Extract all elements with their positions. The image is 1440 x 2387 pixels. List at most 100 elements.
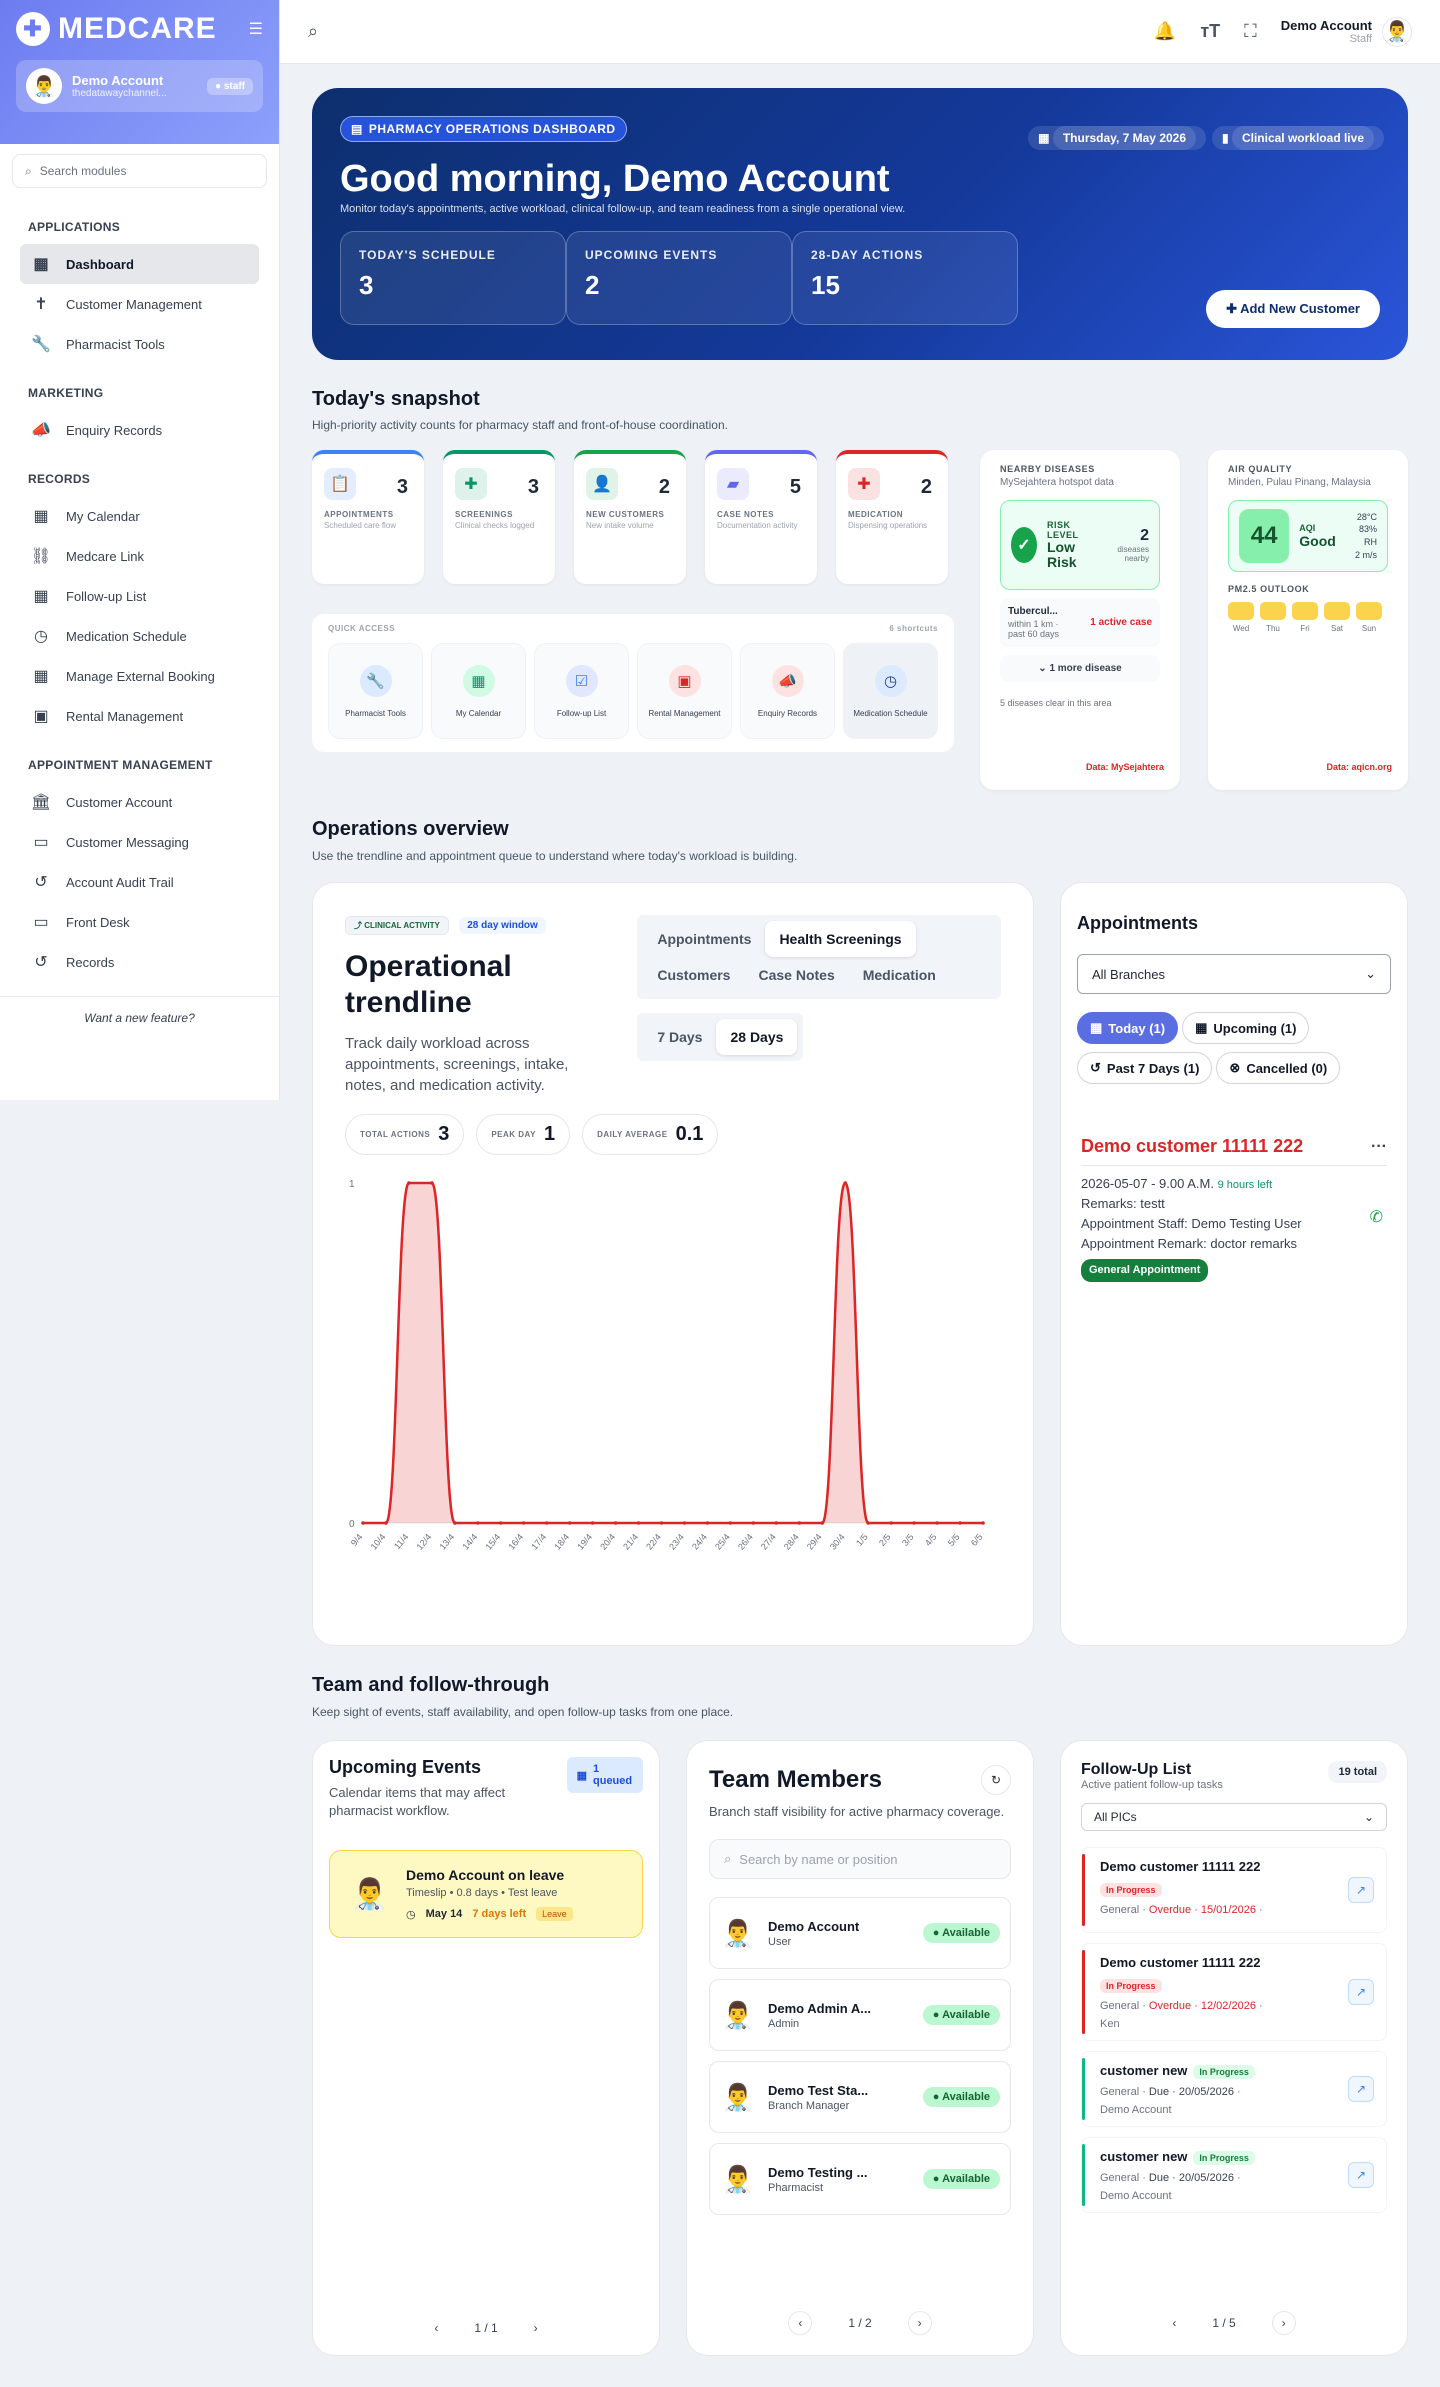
stat-label: DAILY AVERAGE <box>597 1130 668 1139</box>
open-arrow-icon[interactable]: ↗ <box>1348 1979 1374 2005</box>
sidebar-item-label: Dashboard <box>66 256 134 272</box>
followup-item[interactable]: customer new In Progress General · Due · 2… <box>1081 2137 1387 2213</box>
feature-request-link[interactable]: Want a new feature? <box>0 996 279 1039</box>
snapshot-card[interactable]: ✚ 2 MEDICATION Dispensing operations <box>836 450 948 584</box>
open-arrow-icon[interactable]: ↗ <box>1348 1877 1374 1903</box>
snapshot-card[interactable]: 📋 3 APPOINTMENTS Scheduled care flow <box>312 450 424 584</box>
whatsapp-icon[interactable]: ✆ <box>1369 1209 1383 1226</box>
next-page-icon[interactable]: › <box>907 2311 932 2335</box>
metric-tab[interactable]: Medication <box>862 967 936 983</box>
sidebar-item-customer-messaging[interactable]: ▭ Customer Messaging <box>20 822 259 862</box>
sidebar-item-medcare-link[interactable]: ⛓ Medcare Link <box>20 536 259 576</box>
followup-status: In Progress <box>1100 1883 1162 1897</box>
sidebar-item-follow-up-list[interactable]: ▦ Follow-up List <box>20 576 259 616</box>
pic-select[interactable]: All PICs ⌄ <box>1081 1803 1387 1831</box>
open-arrow-icon[interactable]: ↗ <box>1348 2076 1374 2102</box>
sidebar-item-manage-external-booking[interactable]: ▦ Manage External Booking <box>20 656 259 696</box>
sidebar-item-records[interactable]: ↺ Records <box>20 942 259 982</box>
bell-icon[interactable]: 🔔 <box>1153 21 1177 41</box>
appointment-customer[interactable]: Demo customer 11111 222 <box>1081 1136 1304 1156</box>
sidebar-item-customer-management[interactable]: ✝ Customer Management <box>20 284 259 324</box>
event-item[interactable]: 👨‍⚕️ Demo Account on leave Timeslip • 0.… <box>329 1850 643 1939</box>
next-page-icon[interactable]: › <box>1271 2311 1296 2335</box>
quick-access-label: QUICK ACCESS <box>328 624 396 633</box>
collapse-menu-icon[interactable]: ☰ <box>248 21 263 38</box>
diseases-data-source[interactable]: Data: MySejahtera <box>1085 762 1164 772</box>
sidebar-item-enquiry-records[interactable]: 📣 Enquiry Records <box>20 410 259 450</box>
followup-assignee: Demo Account <box>1100 2190 1172 2202</box>
avatar: 👨‍⚕️ <box>26 68 62 104</box>
quick-access-item[interactable]: ▦ My Calendar <box>431 643 526 739</box>
data-point <box>613 1521 618 1525</box>
prev-page-icon[interactable]: ‹ <box>788 2311 813 2335</box>
disease-item[interactable]: Tubercul... within 1 km · past 60 days 1… <box>1000 598 1160 647</box>
member-row[interactable]: 👨‍⚕️ Demo Account User ● Available <box>709 1897 1011 1970</box>
open-arrow-icon[interactable]: ↗ <box>1348 2162 1374 2188</box>
x-tick-label: 4/5 <box>923 1532 939 1548</box>
quick-access-item[interactable]: 🔧 Pharmacist Tools <box>328 643 423 739</box>
appointment-filter[interactable]: ⊗ Cancelled (0) <box>1216 1052 1341 1084</box>
quick-access-item[interactable]: 📣 Enquiry Records <box>740 643 835 739</box>
snapshot-card[interactable]: ✚ 3 SCREENINGS Clinical checks logged <box>443 450 555 584</box>
prev-page-icon[interactable]: ‹ <box>434 2321 439 2335</box>
live-chip: ▮ Clinical workload live <box>1212 126 1384 150</box>
search-modules-input[interactable]: ⌕ Search modules <box>12 154 267 188</box>
text-size-icon[interactable]: ᴛT <box>1200 21 1221 41</box>
appointment-filter[interactable]: ▦ Upcoming (1) <box>1182 1012 1310 1044</box>
wind-speed: 2 m/s <box>1354 549 1377 560</box>
next-page-icon[interactable]: › <box>533 2321 538 2335</box>
data-point <box>453 1521 457 1525</box>
refresh-icon[interactable]: ↻ <box>981 1765 1011 1795</box>
member-row[interactable]: 👨‍⚕️ Demo Testing ... Pharmacist ● Availabl… <box>709 2143 1011 2216</box>
quick-access-item[interactable]: ☑ Follow-up List <box>534 643 629 739</box>
search-icon[interactable]: ⌕ <box>308 21 319 41</box>
sidebar-item-rental-management[interactable]: ▣ Rental Management <box>20 696 259 736</box>
sidebar-item-customer-account[interactable]: 🏛 Customer Account <box>20 782 259 822</box>
appointment-item[interactable]: Demo customer 11111 222 ··· 2026-05-07 -… <box>1077 1136 1391 1282</box>
member-row[interactable]: 👨‍⚕️ Demo Admin A... Admin ● Available <box>709 1979 1011 2052</box>
sidebar-item-account-audit-trail[interactable]: ↺ Account Audit Trail <box>20 862 259 902</box>
logo[interactable]: ✚ MEDCARE <box>16 12 217 46</box>
snapshot-card[interactable]: ▰ 5 CASE NOTES Documentation activity <box>705 450 817 584</box>
followup-item[interactable]: Demo customer 11111 222 In Progress Genera… <box>1081 1847 1387 1933</box>
sidebar-item-pharmacist-tools[interactable]: 🔧 Pharmacist Tools <box>20 324 259 364</box>
topbar-account[interactable]: Demo Account Staff <box>1281 18 1372 45</box>
calendar-icon: ▦ <box>576 1769 587 1782</box>
sidebar-item-label: Account Audit Trail <box>66 874 174 890</box>
sidebar-item-dashboard[interactable]: ▦ Dashboard <box>20 244 259 284</box>
member-search-input[interactable]: ⌕ Search by name or position <box>709 1839 1011 1880</box>
add-customer-button[interactable]: ✚ Add New Customer <box>1206 290 1380 328</box>
air-data-source[interactable]: Data: aqicn.org <box>1326 762 1392 772</box>
metric-tab[interactable]: Customers <box>657 967 731 983</box>
more-disease-button[interactable]: ⌄ 1 more disease <box>1000 655 1160 682</box>
range-option[interactable]: 28 Days <box>716 1019 798 1055</box>
metric-tab[interactable]: Case Notes <box>758 967 835 983</box>
branch-select[interactable]: All Branches ⌄ <box>1077 954 1391 994</box>
fullscreen-icon[interactable]: ⛶ <box>1244 21 1257 41</box>
more-options-icon[interactable]: ··· <box>1371 1137 1387 1155</box>
metric-tab[interactable]: Appointments <box>657 931 752 947</box>
appointment-filter[interactable]: ↺ Past 7 Days (1) <box>1077 1052 1213 1084</box>
followup-item[interactable]: Demo customer 11111 222 In Progress Genera… <box>1081 1943 1387 2041</box>
metric-tab[interactable]: Health Screenings <box>765 921 916 957</box>
x-tick-label: 19/4 <box>575 1532 594 1552</box>
sidebar-item-front-desk[interactable]: ▭ Front Desk <box>20 902 259 942</box>
range-toggle: 7 Days 28 Days <box>637 1013 804 1061</box>
quick-access-item[interactable]: ▣ Rental Management <box>637 643 732 739</box>
sidebar-account[interactable]: 👨‍⚕️ Demo Account thedatawaychannel... ●… <box>16 60 263 112</box>
member-row[interactable]: 👨‍⚕️ Demo Test Sta... Branch Manager ● Avai… <box>709 2061 1011 2134</box>
y-tick-label: 1 <box>349 1179 355 1190</box>
quick-access-item[interactable]: ◷ Medication Schedule <box>843 643 938 739</box>
range-option[interactable]: 7 Days <box>657 1029 703 1045</box>
sidebar-item-medication-schedule[interactable]: ◷ Medication Schedule <box>20 616 259 656</box>
appointment-staff: Appointment Staff: Demo Testing User <box>1081 1216 1302 1232</box>
sidebar-item-my-calendar[interactable]: ▦ My Calendar <box>20 496 259 536</box>
prev-page-icon[interactable]: ‹ <box>1172 2316 1177 2330</box>
followup-item[interactable]: customer new In Progress General · Due · 2… <box>1081 2051 1387 2127</box>
active-case-count: 1 active case <box>1090 617 1152 628</box>
snapshot-card[interactable]: 👤 2 NEW CUSTOMERS New intake volume <box>574 450 686 584</box>
avatar[interactable]: 👨‍⚕️ <box>1382 16 1412 47</box>
appointment-filter[interactable]: ▦ Today (1) <box>1077 1012 1179 1044</box>
member-search-placeholder: Search by name or position <box>739 1851 898 1867</box>
disease-meta: within 1 km · past 60 days <box>1008 619 1060 639</box>
